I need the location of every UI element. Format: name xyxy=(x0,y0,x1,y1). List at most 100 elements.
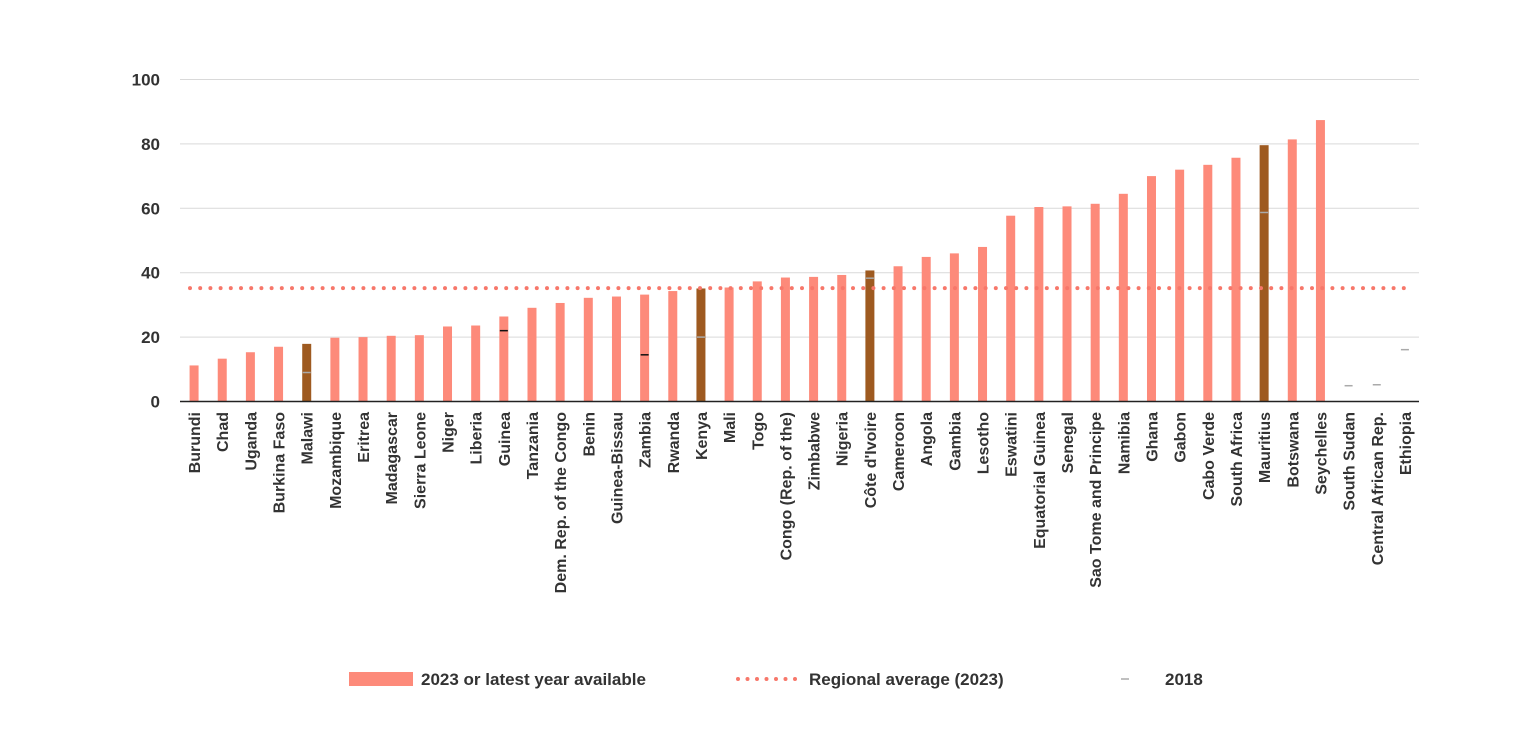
bar xyxy=(274,346,284,402)
category-label: Eswatini xyxy=(1004,412,1021,477)
category-label: Uganda xyxy=(243,412,260,471)
y-tick-label: 20 xyxy=(141,328,160,347)
bar xyxy=(527,307,537,402)
category-label: Burundi xyxy=(187,412,204,473)
category-label: Zimbabwe xyxy=(807,412,824,490)
bar xyxy=(668,291,678,402)
bar xyxy=(724,287,734,402)
category-label: South Africa xyxy=(1229,412,1246,507)
category-label: Liberia xyxy=(469,412,486,465)
category-label: Nigeria xyxy=(835,412,852,466)
bar xyxy=(386,335,396,402)
bar xyxy=(1259,145,1269,402)
legend-label-bars: 2023 or latest year available xyxy=(421,670,646,689)
bar xyxy=(809,276,819,402)
category-label: Namibia xyxy=(1116,412,1133,474)
category-label: Benin xyxy=(581,412,598,456)
category-label: Kenya xyxy=(694,412,711,460)
category-label: Madagascar xyxy=(384,412,401,505)
category-label: Cameroon xyxy=(891,412,908,491)
category-label: Burkina Faso xyxy=(272,412,289,514)
bar xyxy=(1231,157,1241,402)
category-label: Equatorial Guinea xyxy=(1032,412,1049,549)
bar xyxy=(1118,193,1128,402)
bar xyxy=(189,365,199,402)
legend-item-average: Regional average (2023) xyxy=(736,670,1004,689)
bar xyxy=(499,316,509,402)
category-label: Mali xyxy=(722,412,739,443)
y-tick-label: 40 xyxy=(141,264,160,283)
bar xyxy=(949,253,959,402)
bar xyxy=(696,288,706,402)
category-label: Dem. Rep. of the Congo xyxy=(553,412,570,594)
bar xyxy=(217,358,227,402)
legend-item-2018: 2018 xyxy=(1121,670,1203,689)
category-label: Niger xyxy=(441,412,458,453)
bar xyxy=(780,277,790,402)
x-axis-labels: Burundi Chad Uganda Burkina Faso Malawi Mozam… xyxy=(187,412,1415,594)
bar xyxy=(865,270,875,402)
markers-2018 xyxy=(302,211,1409,387)
bar xyxy=(1287,139,1297,402)
bar xyxy=(555,302,565,402)
bar xyxy=(1175,169,1185,402)
category-label: Guinea-Bissau xyxy=(609,412,626,524)
category-label: Mauritius xyxy=(1257,412,1274,483)
category-label: Sao Tome and Principe xyxy=(1088,412,1105,588)
category-label: Tanzania xyxy=(525,412,542,479)
category-label: Chad xyxy=(215,412,232,452)
category-label: Senegal xyxy=(1060,412,1077,473)
category-label: Côte d'Ivoire xyxy=(863,412,880,508)
legend-item-bars: 2023 or latest year available xyxy=(349,670,646,689)
bar xyxy=(1006,215,1016,402)
bar xyxy=(583,297,593,402)
bar xyxy=(1090,203,1100,402)
bar xyxy=(921,256,931,402)
bar xyxy=(978,246,988,402)
gridlines xyxy=(180,79,1419,338)
category-label: Rwanda xyxy=(666,412,683,473)
y-tick-label: 80 xyxy=(141,135,160,154)
category-label: Central African Rep. xyxy=(1370,412,1387,565)
category-label: Angola xyxy=(919,412,936,466)
bar xyxy=(1315,120,1325,402)
legend-label-2018: 2018 xyxy=(1165,670,1203,689)
category-label: Togo xyxy=(750,412,767,450)
y-axis-ticks: 0 20 40 60 80 100 xyxy=(132,71,160,412)
category-label: South Sudan xyxy=(1342,412,1359,511)
bar xyxy=(611,296,621,402)
bar xyxy=(1062,206,1072,402)
category-label: Sierra Leone xyxy=(412,412,429,509)
bar xyxy=(330,337,340,402)
bar xyxy=(471,325,481,402)
bar xyxy=(358,337,368,402)
category-label: Zambia xyxy=(638,412,655,468)
category-label: Guinea xyxy=(497,412,514,466)
category-label: Mozambique xyxy=(328,412,345,509)
category-label: Seychelles xyxy=(1313,412,1330,495)
legend-label-average: Regional average (2023) xyxy=(809,670,1004,689)
category-label: Eritrea xyxy=(356,412,373,463)
category-label: Gambia xyxy=(947,412,964,471)
bar xyxy=(414,335,424,402)
legend-swatch-bars xyxy=(349,672,413,686)
bar xyxy=(245,352,255,402)
category-label: Gabon xyxy=(1173,412,1190,463)
bar xyxy=(1146,176,1156,402)
legend: 2023 or latest year available Regional a… xyxy=(349,670,1203,689)
category-label: Botswana xyxy=(1285,412,1302,488)
bar xyxy=(1203,164,1213,402)
bar xyxy=(837,274,847,402)
bar xyxy=(640,294,650,402)
y-tick-label: 100 xyxy=(132,71,160,90)
bar xyxy=(1034,207,1044,402)
category-label: Ethiopia xyxy=(1398,412,1415,475)
category-label: Malawi xyxy=(300,412,317,464)
y-tick-label: 60 xyxy=(141,199,160,218)
bars xyxy=(189,120,1325,402)
category-label: Cabo Verde xyxy=(1201,412,1218,500)
category-label: Congo (Rep. of the) xyxy=(778,412,795,560)
category-label: Lesotho xyxy=(976,412,993,474)
bar xyxy=(443,326,453,402)
